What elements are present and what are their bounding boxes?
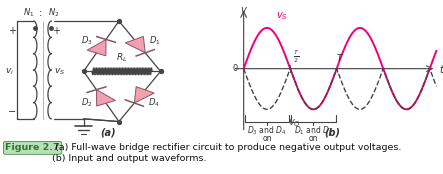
Text: +: + bbox=[8, 26, 16, 36]
Text: $N_2$: $N_2$ bbox=[48, 7, 59, 19]
Text: $N_1$: $N_1$ bbox=[23, 7, 34, 19]
Text: $D_1$: $D_1$ bbox=[148, 35, 160, 47]
Text: $v_S$: $v_S$ bbox=[276, 11, 288, 22]
Text: $D_1$ and $D_2$: $D_1$ and $D_2$ bbox=[294, 124, 333, 137]
Text: $\frac{T}{2}$: $\frac{T}{2}$ bbox=[292, 48, 299, 65]
Polygon shape bbox=[97, 90, 115, 106]
Polygon shape bbox=[134, 87, 154, 103]
Text: $t$: $t$ bbox=[439, 63, 443, 75]
Text: $D_4$: $D_4$ bbox=[148, 97, 160, 109]
Text: 0: 0 bbox=[232, 64, 237, 73]
Text: (a) Full-wave bridge rectifier circuit to produce negative output voltages.
(b) : (a) Full-wave bridge rectifier circuit t… bbox=[52, 143, 402, 163]
Text: $v_i$: $v_i$ bbox=[5, 66, 15, 77]
Text: (b): (b) bbox=[324, 128, 340, 138]
Text: +: + bbox=[52, 26, 60, 36]
Text: $v_O$: $v_O$ bbox=[288, 117, 301, 129]
Text: $D_3$ and $D_4$: $D_3$ and $D_4$ bbox=[247, 124, 287, 137]
Polygon shape bbox=[87, 39, 106, 56]
Polygon shape bbox=[125, 37, 145, 53]
Text: on: on bbox=[262, 134, 272, 143]
Text: $v$: $v$ bbox=[240, 5, 248, 15]
Text: $R_L$: $R_L$ bbox=[117, 52, 128, 64]
Text: $D_3$: $D_3$ bbox=[81, 35, 93, 47]
Text: $T$: $T$ bbox=[336, 52, 344, 63]
Text: $D_2$: $D_2$ bbox=[81, 97, 93, 109]
Text: Figure 2.7: Figure 2.7 bbox=[5, 143, 60, 152]
Text: (a): (a) bbox=[101, 128, 117, 138]
Text: $v_S$: $v_S$ bbox=[54, 66, 65, 77]
Text: :: : bbox=[39, 8, 43, 18]
Text: −: − bbox=[8, 107, 16, 117]
Text: on: on bbox=[309, 134, 318, 143]
